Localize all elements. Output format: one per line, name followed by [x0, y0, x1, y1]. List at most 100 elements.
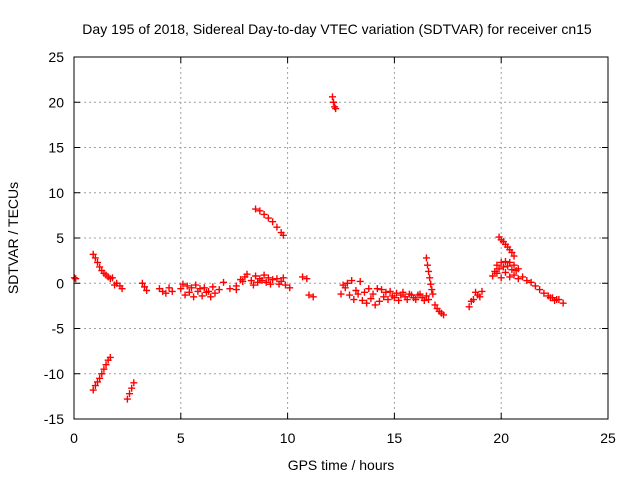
data-point [264, 274, 272, 282]
data-point [380, 293, 388, 301]
data-point [215, 286, 223, 294]
series-segment [111, 279, 126, 293]
data-point [332, 105, 340, 113]
data-point [416, 290, 424, 298]
data-point [514, 275, 522, 283]
data-point [350, 296, 358, 304]
data-point [390, 294, 398, 302]
data-point [106, 353, 114, 361]
data-point [422, 292, 430, 300]
data-point [211, 289, 219, 297]
y-tick-label: -5 [52, 321, 65, 337]
data-point [89, 386, 97, 394]
x-tick-label: 15 [387, 430, 403, 446]
data-point [369, 290, 377, 298]
data-point [330, 98, 338, 106]
y-tick-label: 20 [48, 94, 64, 110]
data-point [426, 274, 434, 282]
series-segment [299, 273, 317, 301]
data-point [93, 378, 101, 386]
series-segment [495, 233, 518, 260]
data-point [162, 289, 170, 297]
data-point [100, 365, 108, 373]
data-point [209, 283, 217, 291]
data-point [378, 286, 386, 294]
data-point [249, 281, 257, 289]
data-point [510, 252, 518, 260]
data-point [472, 288, 480, 296]
y-tick-label: 5 [56, 230, 64, 246]
data-point [551, 296, 559, 304]
series-segment [252, 205, 287, 239]
data-point [89, 250, 97, 258]
data-point [226, 285, 234, 293]
data-point [279, 274, 287, 282]
data-point [98, 370, 106, 378]
data-point [286, 284, 294, 292]
data-point [514, 265, 522, 273]
x-axis-label: GPS time / hours [288, 457, 395, 473]
y-tick-label: -10 [44, 366, 64, 382]
data-point [102, 361, 110, 369]
data-point [440, 311, 448, 319]
data-point [354, 290, 362, 298]
data-point [260, 271, 268, 279]
data-point [508, 266, 516, 274]
data-point [465, 303, 473, 311]
data-point [254, 278, 262, 286]
data-point [241, 273, 249, 281]
x-tick-label: 25 [600, 430, 616, 446]
data-point [428, 286, 436, 294]
data-point [118, 285, 126, 293]
series-segment [179, 280, 217, 295]
data-point [371, 301, 379, 309]
data-point [510, 261, 518, 269]
data-point [93, 258, 101, 266]
data-point [501, 258, 509, 266]
x-tick-label: 5 [177, 430, 185, 446]
data-point [495, 265, 503, 273]
y-tick-label: 25 [48, 49, 64, 65]
data-point [96, 374, 104, 382]
data-point [493, 269, 501, 277]
data-point [168, 287, 176, 295]
data-point [91, 382, 99, 390]
data-point [179, 280, 187, 288]
data-point [279, 231, 287, 239]
data-point [422, 254, 430, 262]
data-point [348, 277, 356, 285]
data-point [198, 292, 206, 300]
data-point [143, 286, 151, 294]
data-point [425, 267, 433, 275]
data-point [527, 278, 535, 286]
data-point [187, 284, 195, 292]
data-point [138, 279, 146, 287]
data-point [207, 293, 215, 301]
data-point [360, 288, 368, 296]
y-axis-label: SDTVAR / TECUs [5, 182, 21, 294]
data-point [328, 93, 336, 101]
data-point [363, 299, 371, 307]
data-point [181, 291, 189, 299]
data-point [96, 263, 104, 271]
y-tick-label: 10 [48, 185, 64, 201]
data-point [407, 291, 415, 299]
data-point [339, 281, 347, 289]
data-point [506, 258, 514, 266]
data-point [420, 296, 428, 304]
data-series [70, 93, 567, 403]
data-point [375, 297, 383, 305]
data-point [519, 273, 527, 281]
data-point [395, 296, 403, 304]
grid [74, 57, 608, 419]
series-segment [425, 290, 448, 319]
data-point [281, 281, 289, 289]
data-point [478, 287, 486, 295]
data-point [205, 287, 213, 295]
data-point [365, 285, 373, 293]
data-point [343, 279, 351, 287]
data-point [489, 272, 497, 280]
series-segment [232, 273, 287, 294]
